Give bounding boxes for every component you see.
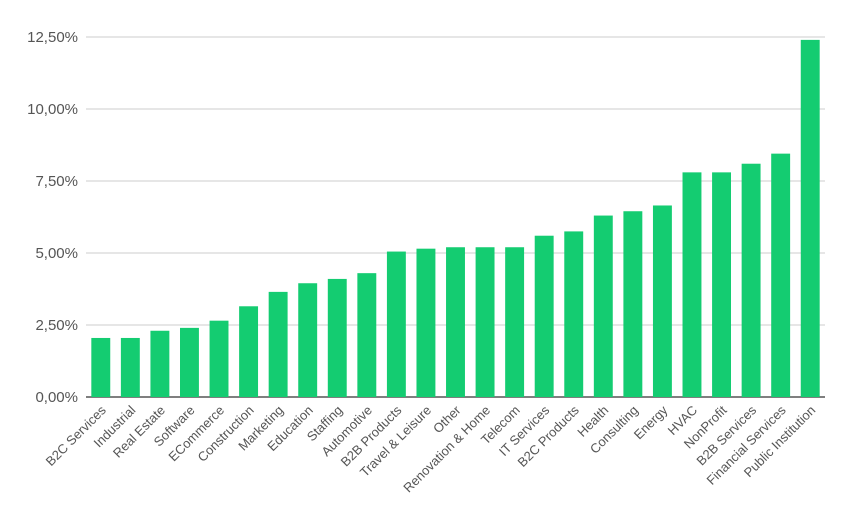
bar	[386, 251, 406, 397]
bar	[446, 247, 465, 397]
bar	[682, 172, 702, 397]
y-tick-label: 7,50%	[35, 173, 78, 190]
bar	[652, 205, 672, 397]
bar	[741, 163, 761, 397]
y-tick-label: 12,50%	[27, 29, 78, 46]
bar	[327, 278, 347, 397]
bar	[150, 330, 170, 397]
y-tick-label: 10,00%	[27, 101, 78, 118]
bar	[357, 273, 377, 397]
y-tick-label: 5,00%	[35, 245, 78, 262]
bar	[239, 306, 259, 397]
bar	[771, 153, 791, 397]
bars	[91, 39, 820, 397]
y-axis-ticks: 0,00% 2,50% 5,00% 7,50% 10,00% 12,50%	[27, 29, 78, 406]
bar	[712, 172, 731, 397]
bar	[475, 247, 495, 397]
bar	[180, 327, 199, 397]
bar	[593, 215, 613, 397]
bar	[120, 337, 140, 397]
bar	[505, 247, 525, 397]
bar	[534, 235, 554, 397]
bar	[209, 320, 229, 397]
bar	[268, 291, 288, 397]
bar	[298, 283, 318, 397]
bar	[623, 211, 643, 397]
y-tick-label: 2,50%	[35, 317, 78, 334]
bar	[564, 231, 584, 397]
y-tick-label: 0,00%	[35, 389, 78, 406]
bar	[800, 39, 820, 397]
x-tick-label: Energy	[631, 402, 671, 442]
bar	[416, 248, 436, 397]
bar	[91, 337, 111, 397]
